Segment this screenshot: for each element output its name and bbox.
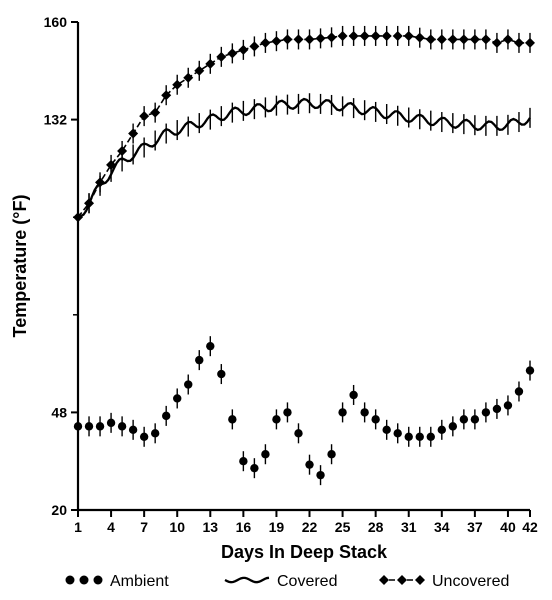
x-tick-label: 1 bbox=[74, 519, 82, 535]
chart-container: 20 48 132 160 1 4 7 10 13 16 19 22 25 28 31 34 37 40 42 Day… bbox=[0, 0, 552, 600]
x-tick-label: 42 bbox=[522, 519, 538, 535]
legend-label-covered: Covered bbox=[277, 573, 337, 590]
x-tick-label: 40 bbox=[500, 519, 516, 535]
x-tick-label: 34 bbox=[434, 519, 450, 535]
x-tick-label: 19 bbox=[269, 519, 285, 535]
x-tick-label: 22 bbox=[302, 519, 318, 535]
x-tick-label: 16 bbox=[236, 519, 252, 535]
x-tick-label: 7 bbox=[140, 519, 148, 535]
x-tick-label: 31 bbox=[401, 519, 417, 535]
y-tick-label: 20 bbox=[51, 502, 67, 518]
legend: Ambient Covered Uncovered bbox=[66, 573, 510, 590]
y-tick-label: 160 bbox=[44, 14, 68, 30]
legend-label-ambient: Ambient bbox=[110, 573, 169, 590]
temperature-chart: 20 48 132 160 1 4 7 10 13 16 19 22 25 28 31 34 37 40 42 Day… bbox=[0, 0, 552, 600]
y-tick-label: 132 bbox=[44, 112, 68, 128]
x-tick-label: 4 bbox=[107, 519, 115, 535]
x-tick-label: 37 bbox=[467, 519, 483, 535]
legend-label-uncovered: Uncovered bbox=[432, 573, 509, 590]
x-tick-label: 10 bbox=[169, 519, 185, 535]
x-tick-label: 25 bbox=[335, 519, 351, 535]
x-axis-label: Days In Deep Stack bbox=[221, 542, 388, 562]
x-tick-label: 28 bbox=[368, 519, 384, 535]
y-tick-label: 48 bbox=[51, 404, 67, 420]
y-axis-label: Temperature (°F) bbox=[10, 195, 30, 338]
x-tick-label: 13 bbox=[203, 519, 219, 535]
